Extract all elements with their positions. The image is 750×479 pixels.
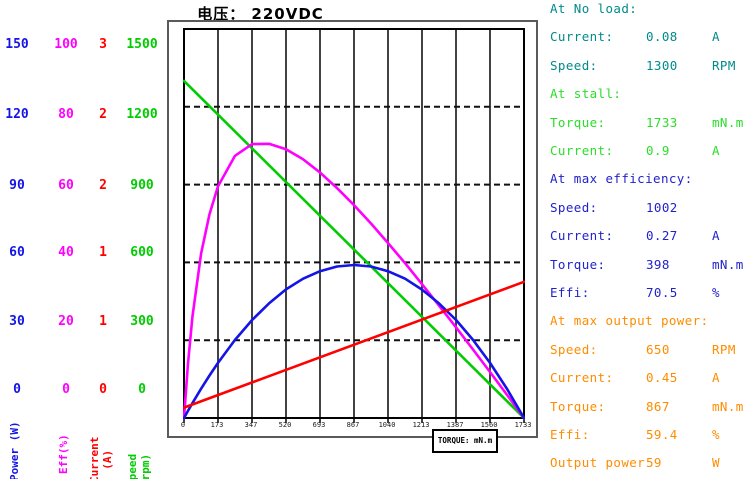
stat-label: Torque:: [550, 114, 606, 130]
stat-label: Output power: [550, 455, 646, 471]
stats-section-title: At max output power:: [550, 313, 709, 329]
x-axis-tick-label: 173: [210, 421, 224, 429]
curve-current: [183, 280, 525, 409]
stat-label: Current:: [550, 370, 614, 386]
y-axis-tick-label: 1200: [126, 107, 158, 122]
stat-value: 0.27: [646, 228, 678, 244]
stat-label: Effi:: [550, 285, 590, 300]
stat-label: Current:: [550, 228, 614, 244]
y-axis-tick-label: 60: [9, 245, 25, 260]
stat-label: Current:: [550, 29, 614, 45]
stat-unit: mN.m: [712, 256, 744, 272]
stats-section-title: At stall:: [550, 86, 622, 102]
y-axis-tick-label: 900: [130, 178, 154, 193]
y-axis-tick-label: 120: [5, 107, 29, 122]
y-axis-tick-label: 20: [58, 314, 74, 329]
stats-section-title: At max efficiency:: [550, 171, 693, 187]
x-axis-unit-label: TORQUE: mN.m: [437, 436, 493, 445]
curve-speed: [183, 79, 525, 420]
curve-power: [183, 263, 525, 420]
y-axis-tick-label: 0: [99, 382, 107, 397]
y-axis-tick-label: 90: [9, 178, 25, 193]
stat-unit: A: [712, 370, 720, 386]
stat-label: Torque:: [550, 398, 606, 414]
x-axis-tick-label: 1213: [412, 421, 430, 429]
stat-unit: mN.m: [712, 398, 744, 414]
stat-value: 59: [646, 455, 662, 471]
stat-value: 59.4: [646, 427, 678, 442]
x-axis-tick-label: 520: [278, 421, 292, 429]
stat-unit: %: [712, 427, 720, 442]
y-axis-tick-label: 1: [99, 314, 107, 329]
stat-label: Speed:: [550, 57, 598, 73]
y-axis-title: Current (A): [88, 436, 114, 479]
stat-value: 70.5: [646, 285, 678, 300]
stat-label: Current:: [550, 143, 614, 158]
stat-unit: mN.m: [712, 114, 744, 130]
x-axis-tick-label: 867: [346, 421, 360, 429]
y-axis-tick-label: 80: [58, 107, 74, 122]
y-axis-tick-label: 2: [99, 178, 107, 193]
plot-area: [183, 28, 525, 423]
y-axis-title: Eff(%): [57, 434, 70, 474]
curve-eff: [183, 142, 525, 420]
stat-unit: A: [712, 29, 720, 45]
x-axis-tick-label: 1040: [378, 421, 396, 429]
stat-value: 1002: [646, 199, 678, 215]
y-axis-tick-label: 3: [99, 37, 107, 52]
x-axis-tick-label: 1560: [480, 421, 498, 429]
stat-value: 398: [646, 256, 670, 272]
stat-value: 1300: [646, 57, 678, 73]
chart-outer-frame: [167, 20, 538, 438]
x-axis-tick-label: 1733: [514, 421, 532, 429]
y-axis-tick-label: 300: [130, 314, 154, 329]
y-axis-tick-label: 0: [62, 382, 70, 397]
y-axis-tick-label: 1: [99, 245, 107, 260]
x-axis-tick-label: 347: [244, 421, 258, 429]
stat-value: 867: [646, 398, 670, 414]
stat-unit: W: [712, 455, 720, 471]
x-axis-tick-label: 0: [180, 421, 186, 429]
y-axis-title: Power (W): [8, 421, 21, 479]
chart-title: 电压： 220VDC: [197, 5, 324, 23]
stat-value: 0.08: [646, 29, 678, 45]
y-axis-tick-label: 40: [58, 245, 74, 260]
stat-unit: A: [712, 143, 720, 158]
stat-value: 1733: [646, 114, 678, 130]
stat-label: Speed:: [550, 341, 598, 357]
stat-unit: A: [712, 228, 720, 244]
stat-unit: RPM: [712, 57, 736, 73]
stat-value: 650: [646, 341, 670, 357]
y-axis-tick-label: 0: [138, 382, 146, 397]
stat-label: Torque:: [550, 256, 606, 272]
y-axis-tick-label: 600: [130, 245, 154, 260]
y-axis-tick-label: 150: [5, 37, 29, 52]
stat-unit: %: [712, 285, 720, 300]
stat-label: Speed:: [550, 199, 598, 215]
stat-value: 0.9: [646, 143, 670, 158]
stat-unit: RPM: [712, 341, 736, 357]
y-axis-tick-label: 60: [58, 178, 74, 193]
stats-section-title: At No load:: [550, 1, 638, 16]
y-axis-tick-label: 100: [54, 37, 78, 52]
y-axis-tick-label: 2: [99, 107, 107, 122]
y-axis-tick-label: 0: [13, 382, 21, 397]
stat-value: 0.45: [646, 370, 678, 386]
stat-label: Effi:: [550, 427, 590, 442]
y-axis-tick-label: 30: [9, 314, 25, 329]
y-axis-title: Speed (rpm): [126, 453, 152, 479]
x-axis-tick-label: 693: [312, 421, 326, 429]
x-axis-tick-label: 1387: [446, 421, 464, 429]
x-axis-unit-box: TORQUE: mN.m: [432, 429, 498, 453]
y-axis-tick-label: 1500: [126, 37, 158, 52]
